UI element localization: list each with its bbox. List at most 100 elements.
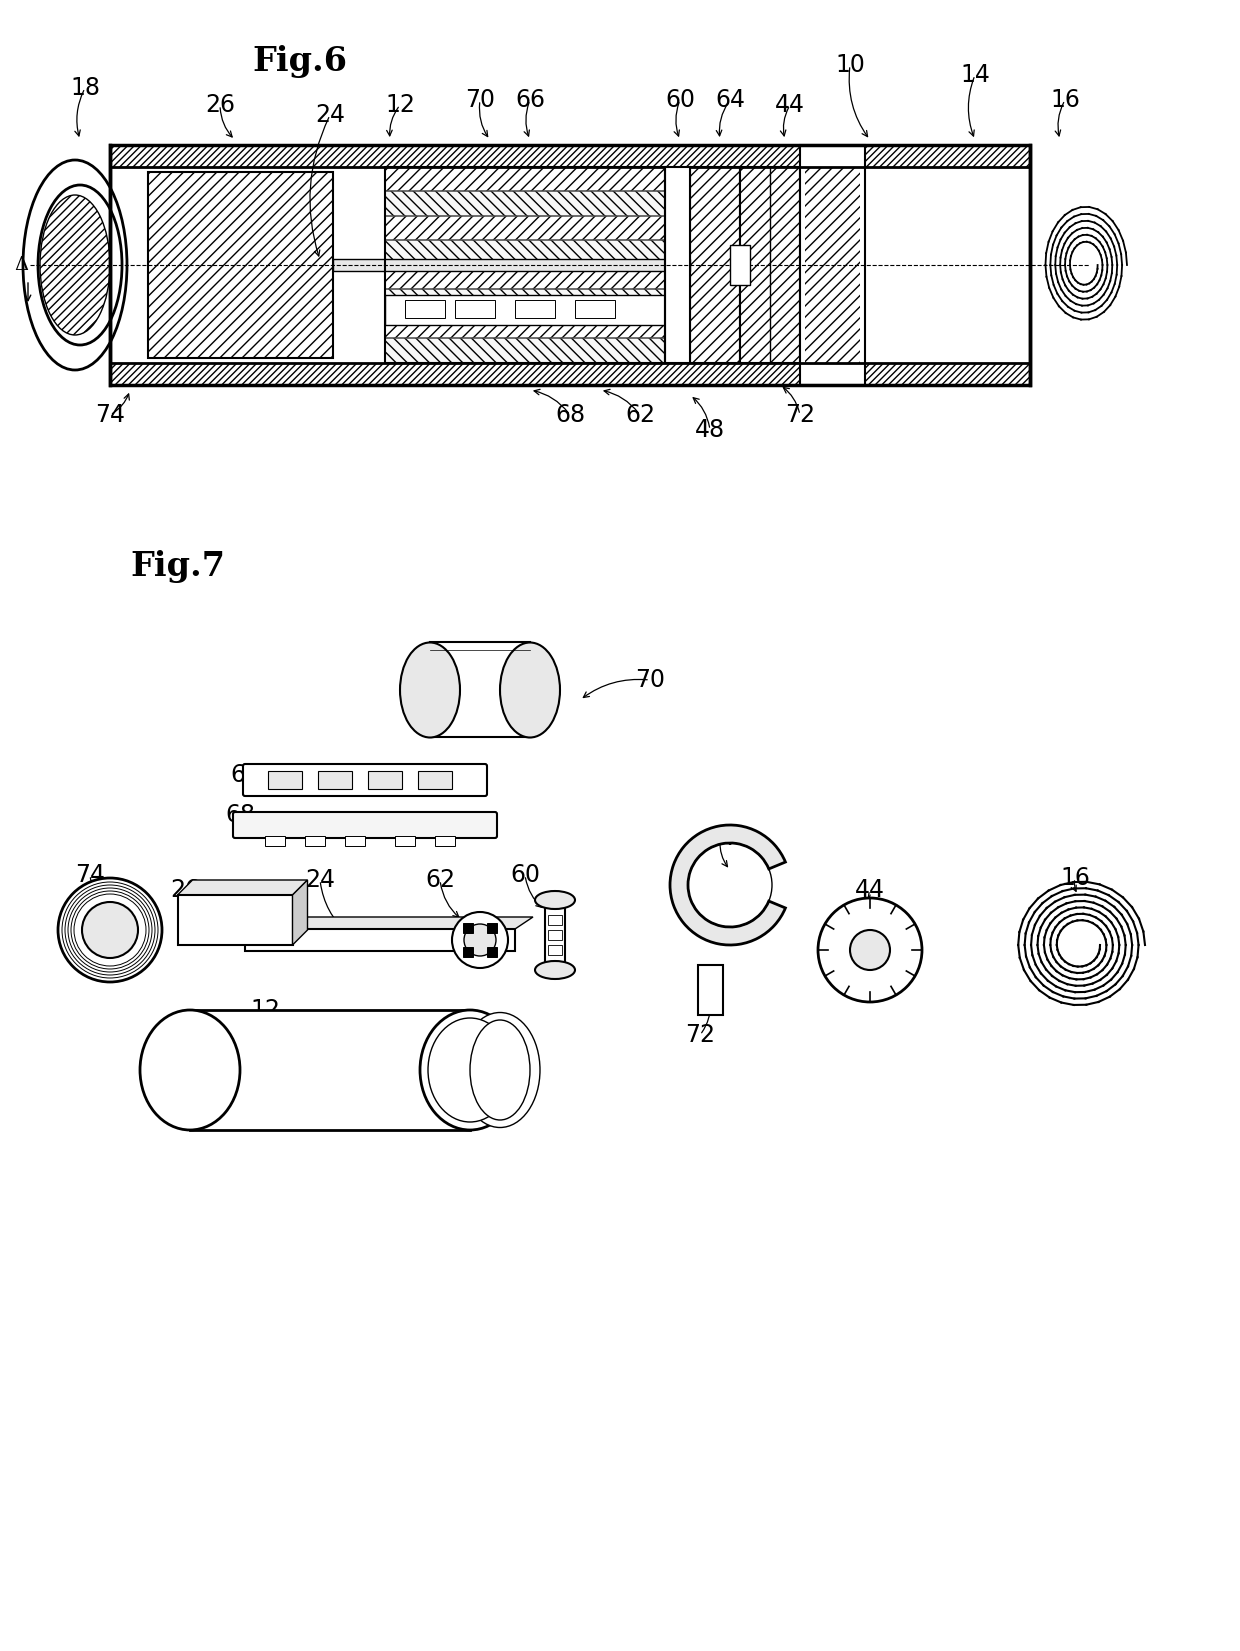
Bar bbox=[345, 835, 365, 845]
Bar bbox=[384, 314, 665, 337]
Bar bbox=[546, 900, 565, 971]
Ellipse shape bbox=[460, 1012, 539, 1128]
Text: Fig.6: Fig.6 bbox=[253, 45, 347, 78]
Bar bbox=[384, 338, 665, 362]
Text: 12: 12 bbox=[386, 92, 415, 117]
Bar bbox=[177, 895, 293, 944]
Text: 70: 70 bbox=[635, 669, 665, 692]
Bar bbox=[548, 944, 562, 954]
Bar bbox=[435, 835, 455, 845]
Ellipse shape bbox=[420, 1010, 520, 1129]
Bar bbox=[487, 923, 497, 933]
Bar bbox=[740, 167, 800, 363]
Text: 10: 10 bbox=[835, 53, 866, 78]
Text: 16: 16 bbox=[1060, 867, 1090, 890]
Bar bbox=[418, 771, 453, 789]
Text: 12: 12 bbox=[250, 997, 280, 1022]
Bar bbox=[384, 216, 665, 239]
Bar bbox=[384, 241, 665, 264]
Text: 64: 64 bbox=[715, 88, 745, 112]
Text: 66: 66 bbox=[515, 88, 546, 112]
Bar bbox=[148, 172, 334, 358]
Ellipse shape bbox=[500, 642, 560, 738]
Bar bbox=[190, 1010, 470, 1129]
Bar bbox=[455, 300, 495, 319]
Polygon shape bbox=[293, 880, 308, 944]
Text: 72: 72 bbox=[785, 403, 815, 428]
Text: 62: 62 bbox=[425, 868, 455, 892]
Text: 24: 24 bbox=[305, 868, 335, 892]
Text: 70: 70 bbox=[465, 88, 495, 112]
Bar bbox=[110, 363, 1030, 385]
Text: Δ: Δ bbox=[14, 256, 29, 274]
Bar bbox=[384, 296, 665, 325]
Ellipse shape bbox=[40, 195, 110, 335]
Bar bbox=[268, 771, 303, 789]
Bar bbox=[110, 145, 1030, 167]
Circle shape bbox=[82, 901, 138, 958]
Bar bbox=[368, 771, 402, 789]
Bar bbox=[463, 948, 474, 958]
Bar bbox=[265, 835, 285, 845]
Polygon shape bbox=[177, 880, 308, 895]
Text: 16: 16 bbox=[1050, 88, 1080, 112]
Bar bbox=[384, 167, 665, 363]
Bar bbox=[384, 289, 665, 314]
Bar bbox=[384, 266, 665, 289]
Bar bbox=[305, 835, 325, 845]
Polygon shape bbox=[246, 916, 533, 930]
Text: 18: 18 bbox=[69, 76, 100, 101]
Bar bbox=[384, 192, 665, 215]
Wedge shape bbox=[670, 826, 785, 944]
Bar bbox=[396, 835, 415, 845]
Ellipse shape bbox=[534, 961, 575, 979]
Text: 24: 24 bbox=[315, 102, 345, 127]
Bar bbox=[548, 930, 562, 939]
Bar bbox=[487, 948, 497, 958]
Text: 14: 14 bbox=[960, 63, 990, 88]
Bar bbox=[317, 771, 352, 789]
FancyBboxPatch shape bbox=[243, 764, 487, 796]
Text: 74: 74 bbox=[95, 403, 125, 428]
Text: 66: 66 bbox=[229, 763, 260, 788]
Text: 62: 62 bbox=[625, 403, 655, 428]
Bar bbox=[110, 363, 1030, 385]
Bar bbox=[805, 167, 861, 363]
Bar bbox=[548, 915, 562, 925]
Ellipse shape bbox=[401, 642, 460, 738]
Text: 64: 64 bbox=[706, 826, 735, 850]
Ellipse shape bbox=[534, 892, 575, 910]
Text: 26: 26 bbox=[205, 92, 236, 117]
Bar bbox=[463, 923, 474, 933]
Circle shape bbox=[818, 898, 923, 1002]
Bar bbox=[430, 642, 529, 738]
Ellipse shape bbox=[24, 160, 126, 370]
Bar bbox=[515, 300, 556, 319]
Text: Fig.7: Fig.7 bbox=[130, 550, 224, 583]
Bar bbox=[800, 145, 866, 385]
Text: 44: 44 bbox=[856, 878, 885, 901]
Text: 48: 48 bbox=[694, 418, 725, 442]
Ellipse shape bbox=[428, 1019, 512, 1123]
Bar bbox=[384, 167, 665, 190]
Text: 26: 26 bbox=[170, 878, 200, 901]
Text: 68: 68 bbox=[556, 403, 585, 428]
Text: 72: 72 bbox=[684, 1024, 715, 1047]
Bar bbox=[730, 244, 750, 286]
Text: 44: 44 bbox=[775, 92, 805, 117]
Bar bbox=[405, 300, 445, 319]
Text: 68: 68 bbox=[224, 802, 255, 827]
Circle shape bbox=[58, 878, 162, 982]
Bar bbox=[110, 145, 1030, 385]
Bar bbox=[334, 259, 689, 271]
Ellipse shape bbox=[140, 1010, 241, 1129]
Bar bbox=[575, 300, 615, 319]
FancyBboxPatch shape bbox=[233, 812, 497, 839]
Bar bbox=[110, 145, 1030, 167]
Circle shape bbox=[464, 925, 496, 956]
Text: 60: 60 bbox=[665, 88, 694, 112]
Bar bbox=[689, 167, 740, 363]
Ellipse shape bbox=[470, 1020, 529, 1119]
Bar bbox=[665, 167, 689, 363]
Circle shape bbox=[453, 911, 508, 967]
